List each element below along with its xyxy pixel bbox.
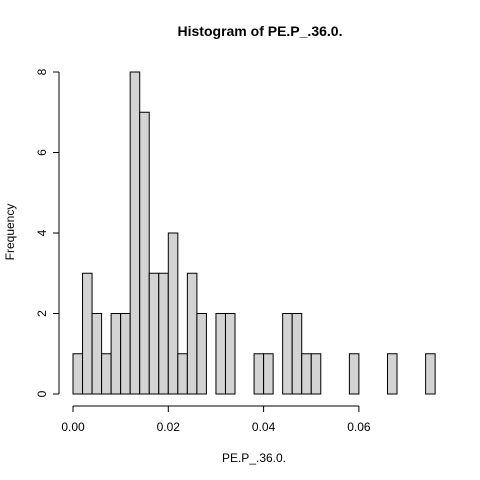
histogram-bar-20 (264, 354, 274, 394)
y-tick-label: 2 (35, 310, 49, 317)
histogram-bar-1 (83, 273, 93, 394)
histogram-bar-6 (130, 72, 140, 394)
y-tick-label: 8 (35, 68, 49, 75)
histogram-bar-8 (149, 273, 159, 394)
histogram-bar-7 (140, 112, 150, 394)
histogram-bar-25 (311, 354, 321, 394)
bars-group (73, 72, 435, 394)
histogram-bar-13 (197, 314, 207, 395)
y-axis: 0 2 4 6 8 (35, 68, 59, 397)
x-tick-label: 0.04 (252, 420, 276, 434)
x-tick-label: 0.00 (61, 420, 85, 434)
histogram-bar-37 (426, 354, 436, 394)
x-axis: 0.00 0.02 0.04 0.06 (61, 406, 371, 434)
histogram-bar-0 (73, 354, 83, 394)
histogram-bar-2 (92, 314, 102, 395)
histogram-bar-3 (102, 354, 112, 394)
histogram-bar-19 (254, 354, 264, 394)
histogram-bar-24 (302, 354, 312, 394)
histogram-bar-10 (168, 233, 178, 394)
x-tick-label: 0.06 (347, 420, 371, 434)
histogram-bar-12 (187, 273, 197, 394)
x-axis-label: PE.P_.36.0. (222, 451, 286, 465)
histogram-bar-5 (121, 314, 131, 395)
chart-title: Histogram of PE.P_.36.0. (178, 23, 343, 39)
y-axis-label: Frequency (3, 204, 17, 261)
histogram-bar-4 (111, 314, 121, 395)
y-tick-label: 6 (35, 149, 49, 156)
histogram-bar-16 (225, 314, 235, 395)
histogram-bar-11 (178, 354, 188, 394)
histogram-bar-15 (216, 314, 226, 395)
histogram-bar-23 (292, 314, 302, 395)
histogram-bar-9 (159, 273, 169, 394)
histogram-bar-29 (349, 354, 359, 394)
y-tick-label: 4 (35, 229, 49, 236)
y-tick-label: 0 (35, 390, 49, 397)
histogram-bar-33 (387, 354, 397, 394)
x-tick-label: 0.02 (157, 420, 181, 434)
histogram-bar-22 (283, 314, 293, 395)
